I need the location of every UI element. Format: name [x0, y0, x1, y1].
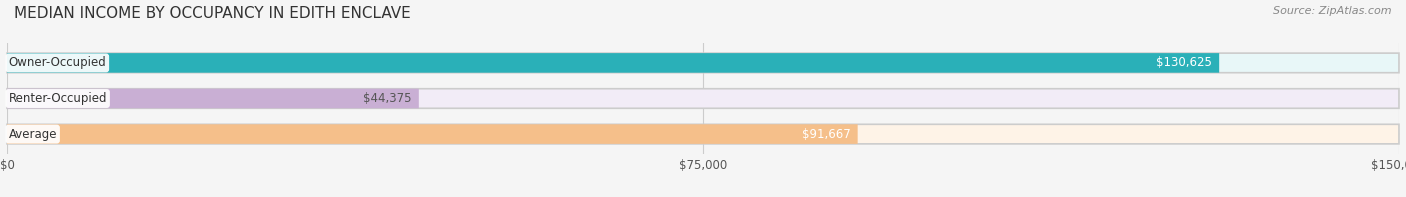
Text: MEDIAN INCOME BY OCCUPANCY IN EDITH ENCLAVE: MEDIAN INCOME BY OCCUPANCY IN EDITH ENCL…: [14, 6, 411, 21]
Text: $130,625: $130,625: [1156, 56, 1212, 69]
FancyBboxPatch shape: [7, 53, 1399, 73]
FancyBboxPatch shape: [7, 124, 858, 144]
Text: Owner-Occupied: Owner-Occupied: [8, 56, 107, 69]
FancyBboxPatch shape: [7, 89, 419, 108]
Text: Source: ZipAtlas.com: Source: ZipAtlas.com: [1274, 6, 1392, 16]
Text: Renter-Occupied: Renter-Occupied: [8, 92, 107, 105]
FancyBboxPatch shape: [7, 124, 1399, 144]
Text: $91,667: $91,667: [801, 128, 851, 141]
FancyBboxPatch shape: [7, 53, 1219, 73]
Text: $44,375: $44,375: [363, 92, 412, 105]
FancyBboxPatch shape: [7, 89, 1399, 108]
Text: Average: Average: [8, 128, 56, 141]
